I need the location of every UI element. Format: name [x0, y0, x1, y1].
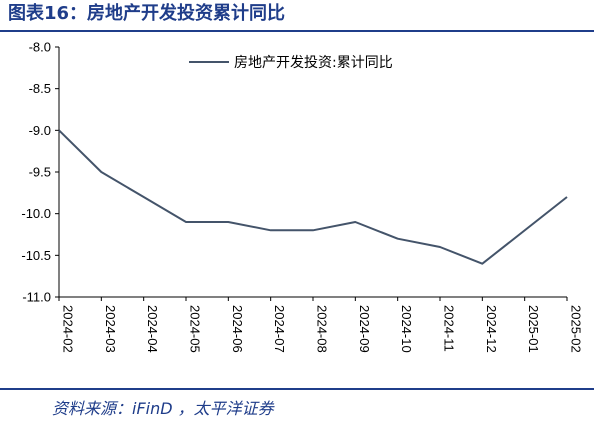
x-tick-label: 2024-12 — [484, 305, 499, 353]
x-tick-label: 2024-03 — [103, 305, 118, 353]
y-tick-label: -8.5 — [29, 81, 51, 96]
x-tick-label: 2024-06 — [230, 305, 245, 353]
x-tick-label: 2024-11 — [442, 305, 457, 352]
legend-label: 房地产开发投资:累计同比 — [234, 55, 393, 71]
y-tick-label: -9.5 — [29, 165, 51, 180]
title-divider — [0, 30, 594, 32]
source-note: 资料来源：iFinD ，太平洋证券 — [52, 399, 274, 418]
x-tick-label: 2024-07 — [272, 305, 287, 353]
x-tick-label: 2024-02 — [61, 305, 76, 353]
footer-divider — [0, 388, 594, 390]
legend: 房地产开发投资:累计同比 — [189, 55, 393, 71]
series-line-0 — [58, 129, 568, 265]
y-tick-label: -11.0 — [22, 290, 51, 305]
x-tick-label: 2025-01 — [526, 305, 541, 353]
x-tick-label: 2025-02 — [569, 305, 584, 353]
y-tick-label: -9.0 — [29, 123, 51, 138]
y-tick-label: -10.0 — [21, 206, 51, 221]
x-tick-label: 2024-08 — [315, 305, 330, 353]
figure-title: 图表16：房地产开发投资累计同比 — [8, 3, 286, 24]
x-tick-label: 2024-10 — [399, 305, 414, 353]
x-axis-ticks: 2024-02 2024-03 2024-04 2024-05 2024-06 2024-… — [58, 297, 584, 353]
y-tick-label: -8.0 — [29, 40, 51, 55]
series-layer — [58, 129, 568, 265]
y-axis-ticks: -8.0 -8.5 -9.0 -9.5 -10.0 -10.5 -11.0 — [21, 40, 59, 305]
y-tick-label: -10.5 — [21, 248, 51, 263]
x-tick-label: 2024-05 — [188, 305, 203, 353]
x-tick-label: 2024-09 — [357, 305, 372, 353]
x-tick-label: 2024-04 — [145, 305, 160, 353]
